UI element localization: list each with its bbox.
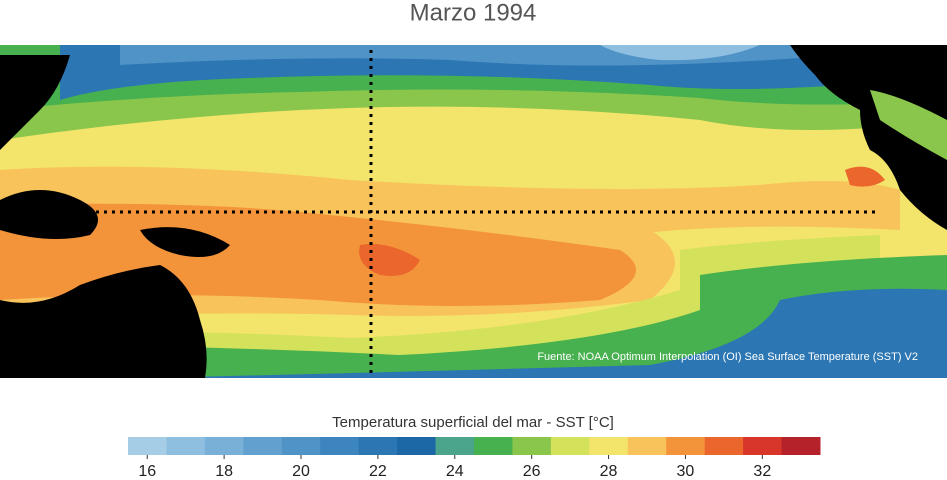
colorbar-swatch (397, 437, 437, 455)
colorbar-swatch (435, 437, 475, 455)
colorbar-swatch (743, 437, 783, 455)
colorbar-label: Temperatura superficial del mar - SST [°… (332, 414, 614, 431)
colorbar-swatch (512, 437, 552, 455)
colorbar-tick-label: 24 (446, 463, 464, 480)
colorbar-swatch (204, 437, 244, 455)
colorbar-swatch (704, 437, 744, 455)
colorbar-swatch (320, 437, 360, 455)
colorbar-swatch (666, 437, 706, 455)
colorbar-swatch (474, 437, 513, 455)
colorbar-tick-label: 32 (753, 463, 771, 480)
colorbar-tick-label: 16 (138, 463, 156, 480)
colorbar-tick-label: 22 (369, 463, 387, 480)
colorbar: 16 18 20 22 24 26 28 30 32 (128, 437, 821, 480)
colorbar-swatch (243, 437, 283, 455)
colorbar-tick-label: 26 (523, 463, 541, 480)
colorbar-swatch (627, 437, 667, 455)
colorbar-swatch (281, 437, 321, 455)
sst-map: Fuente: NOAA Optimum Interpolation (OI) … (0, 45, 947, 378)
colorbar-swatch (128, 437, 167, 455)
colorbar-swatch (781, 437, 821, 455)
colorbar-swatch (358, 437, 398, 455)
colorbar-tick-label: 28 (600, 463, 618, 480)
colorbar-tick-label: 18 (215, 463, 233, 480)
colorbar-tick-label: 30 (677, 463, 695, 480)
source-note: Fuente: NOAA Optimum Interpolation (OI) … (537, 351, 918, 363)
colorbar-tick-label: 20 (292, 463, 310, 480)
colorbar-swatch (166, 437, 206, 455)
map-title: Marzo 1994 (410, 0, 537, 26)
colorbar-swatch (589, 437, 629, 455)
colorbar-swatch (550, 437, 590, 455)
